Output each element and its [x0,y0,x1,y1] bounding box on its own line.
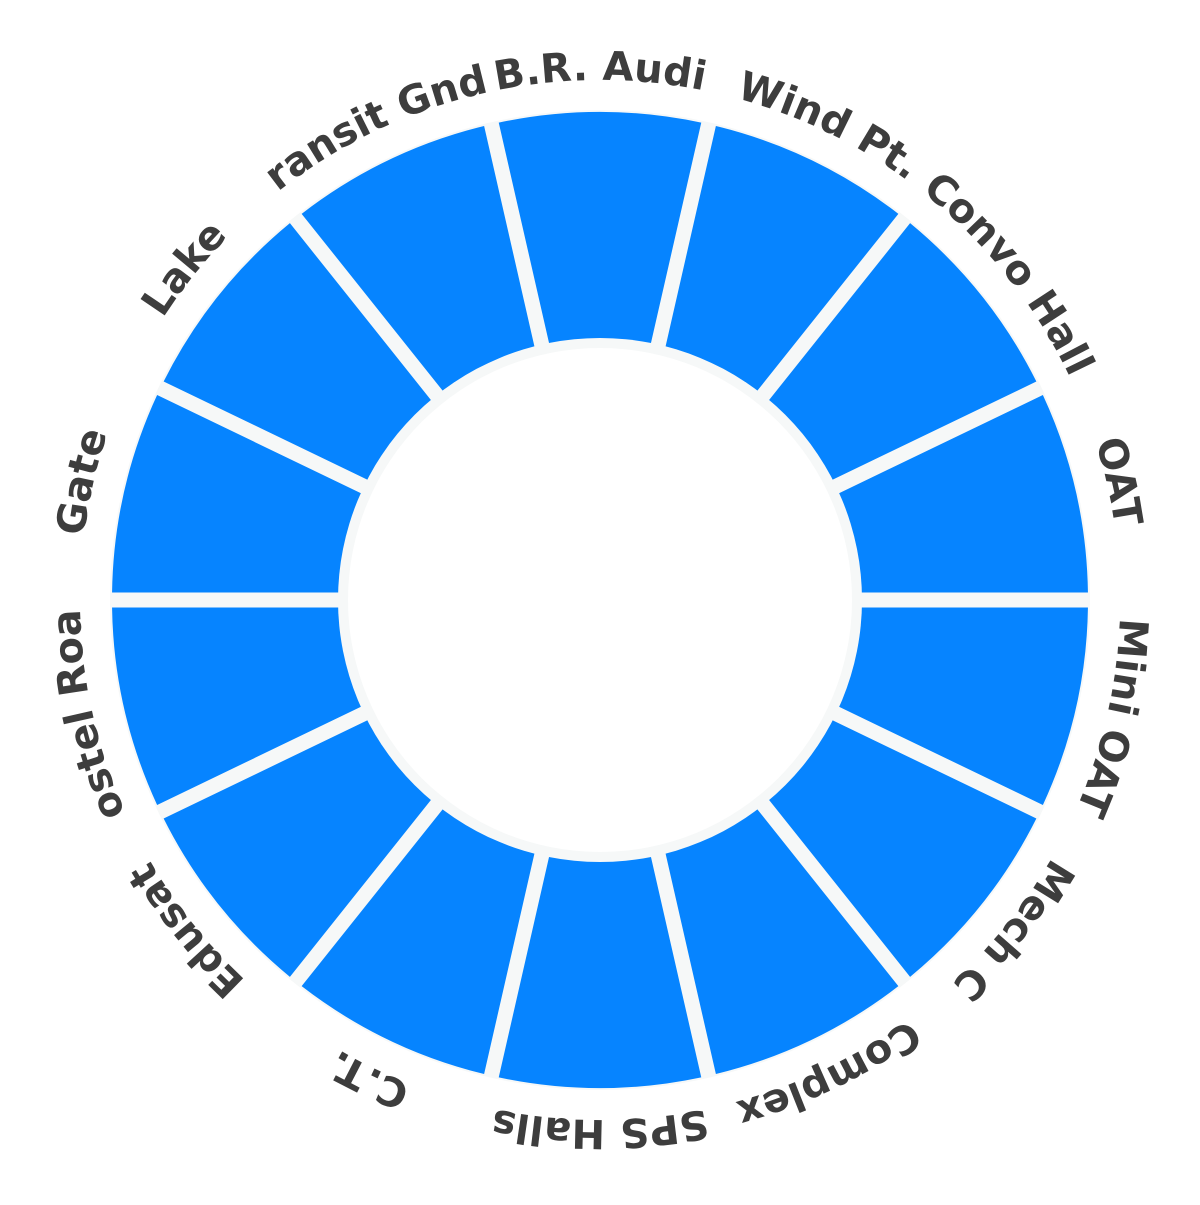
label-ct: C.T. [321,1041,415,1118]
label-br-audi: B.R. Audi [490,44,710,100]
label-text-oat: OAT [1086,432,1151,530]
seg-convo-hall [762,223,1037,484]
seg-oat [830,395,1088,593]
label-text-hostel-road: Hostel Road [0,0,135,827]
seg-hostel-road [112,607,370,805]
seg-wind-pt [663,125,899,399]
seg-gate [112,395,370,593]
label-hostel-road: Hostel Road [0,0,135,827]
label-text-ct: C.T. [321,1041,415,1118]
wheel-center-fill [348,348,852,852]
seg-edusat [163,716,438,977]
label-sps-halls: SPS Halls [488,1099,712,1156]
label-gate: Gate [48,423,117,538]
wheel-segments [112,111,1088,1088]
seg-transit-gnd [301,125,537,399]
seg-sps-halls [498,847,702,1088]
seg-br-audi [498,111,702,353]
seg-ct [301,801,537,1075]
seg-mech-c [762,716,1037,977]
label-text-sps-halls: SPS Halls [488,1099,712,1156]
label-oat: OAT [1086,432,1151,530]
label-text-gate: Gate [48,423,117,538]
seg-complex [663,801,899,1075]
seg-lake [163,223,438,484]
seg-mini-oat [830,607,1088,805]
label-text-br-audi: B.R. Audi [490,44,710,100]
